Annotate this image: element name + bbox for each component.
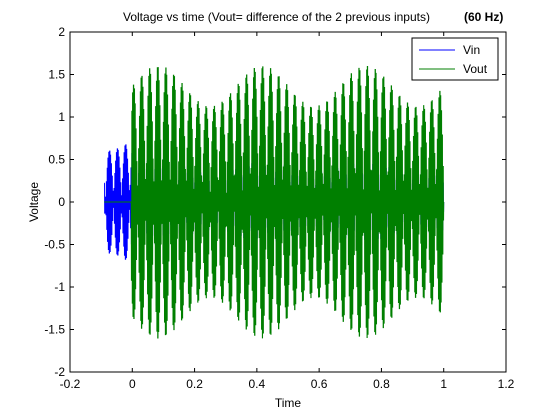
chart-title: Voltage vs time (Vout= difference of the… (123, 10, 430, 24)
y-tick-label: -1 (54, 280, 65, 294)
y-tick-label: 1 (58, 110, 65, 124)
chart-title-suffix: (60 Hz) (464, 10, 503, 24)
x-tick-label: 0.6 (311, 377, 328, 391)
legend-label-vout: Vout (463, 62, 488, 76)
x-tick-label: 0.8 (373, 377, 390, 391)
series-line-vout (104, 65, 445, 339)
y-tick-label: 1.5 (48, 68, 65, 82)
y-tick-label: -0.5 (44, 238, 65, 252)
y-tick-label: -1.5 (44, 323, 65, 337)
legend: Vin Vout (411, 37, 499, 81)
x-tick-label: 0.2 (186, 377, 203, 391)
legend-label-vin: Vin (463, 43, 480, 57)
x-tick-label: 0.4 (249, 377, 266, 391)
x-tick-label: 1.2 (498, 377, 515, 391)
y-tick-label: 0 (58, 195, 65, 209)
y-tick-label: -2 (54, 365, 65, 379)
x-axis-label: Time (275, 396, 302, 410)
y-tick-label: 0.5 (48, 153, 65, 167)
x-tick-label: 1 (440, 377, 447, 391)
x-tick-label: -0.2 (60, 377, 81, 391)
x-tick-label: 0 (129, 377, 136, 391)
y-axis-label: Voltage (27, 182, 41, 222)
y-tick-label: 2 (58, 25, 65, 39)
legend-box (411, 37, 499, 81)
